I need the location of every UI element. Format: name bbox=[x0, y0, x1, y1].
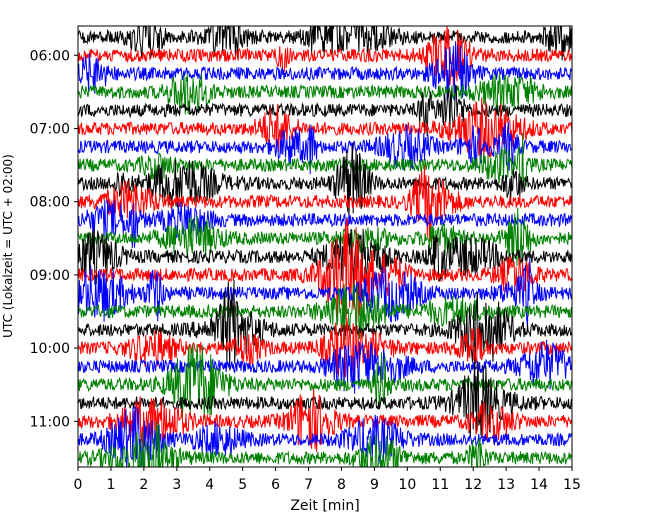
trace-row bbox=[78, 133, 572, 187]
x-tick-label: 6 bbox=[271, 477, 280, 493]
trace-row bbox=[78, 97, 572, 160]
x-tick-label: 1 bbox=[106, 477, 115, 493]
x-tick-label: 3 bbox=[172, 477, 181, 493]
x-tick-label: 8 bbox=[337, 477, 346, 493]
x-tick-label: 2 bbox=[139, 477, 148, 493]
trace-row bbox=[78, 84, 572, 137]
trace-row bbox=[78, 360, 572, 438]
trace-row bbox=[78, 142, 572, 222]
trace-row bbox=[78, 318, 572, 378]
trace-row bbox=[78, 224, 572, 293]
x-axis: 0 1 2 3 4 5 6 7 8 9 10 11 12 13 14 15 bbox=[74, 467, 581, 493]
x-tick-label: 11 bbox=[431, 477, 449, 493]
trace-row bbox=[78, 258, 572, 328]
x-tick-label: 5 bbox=[238, 477, 247, 493]
x-tick-label: 10 bbox=[398, 477, 416, 493]
trace-row bbox=[78, 218, 572, 323]
trace-row bbox=[78, 74, 572, 115]
trace-row bbox=[78, 199, 572, 249]
x-tick-label: 13 bbox=[497, 477, 515, 493]
y-axis: 06:00 07:00 08:00 09:00 10:00 11:00 bbox=[30, 48, 78, 430]
trace-row bbox=[78, 26, 572, 86]
x-tick-label: 9 bbox=[370, 477, 379, 493]
x-tick-label: 0 bbox=[74, 477, 83, 493]
y-tick-label: 07:00 bbox=[30, 122, 70, 138]
x-tick-label: 15 bbox=[563, 477, 581, 493]
x-tick-label: 12 bbox=[464, 477, 482, 493]
y-tick-label: 09:00 bbox=[30, 268, 70, 284]
trace-row bbox=[78, 421, 572, 467]
trace-row bbox=[78, 406, 572, 467]
trace-row bbox=[78, 41, 572, 102]
y-tick-label: 08:00 bbox=[30, 195, 70, 211]
x-tick-label: 14 bbox=[530, 477, 548, 493]
x-tick-label: 4 bbox=[205, 477, 214, 493]
x-tick-label: 7 bbox=[304, 477, 313, 493]
x-axis-label: Zeit [min] bbox=[290, 498, 359, 514]
y-axis-label: UTC (Lokalzeit = UTC + 02:00) bbox=[1, 154, 15, 338]
trace-row bbox=[78, 283, 572, 341]
trace-row bbox=[78, 279, 572, 371]
trace-row bbox=[78, 388, 572, 452]
trace-row bbox=[78, 339, 572, 394]
y-tick-label: 11:00 bbox=[30, 414, 70, 430]
y-tick-label: 10:00 bbox=[30, 341, 70, 357]
trace-row bbox=[78, 26, 572, 61]
trace-row bbox=[78, 121, 572, 175]
trace-row bbox=[78, 344, 572, 420]
y-tick-label: 06:00 bbox=[30, 48, 70, 64]
trace-group bbox=[78, 26, 572, 467]
trace-row bbox=[78, 165, 572, 242]
plot-frame bbox=[77, 25, 573, 468]
